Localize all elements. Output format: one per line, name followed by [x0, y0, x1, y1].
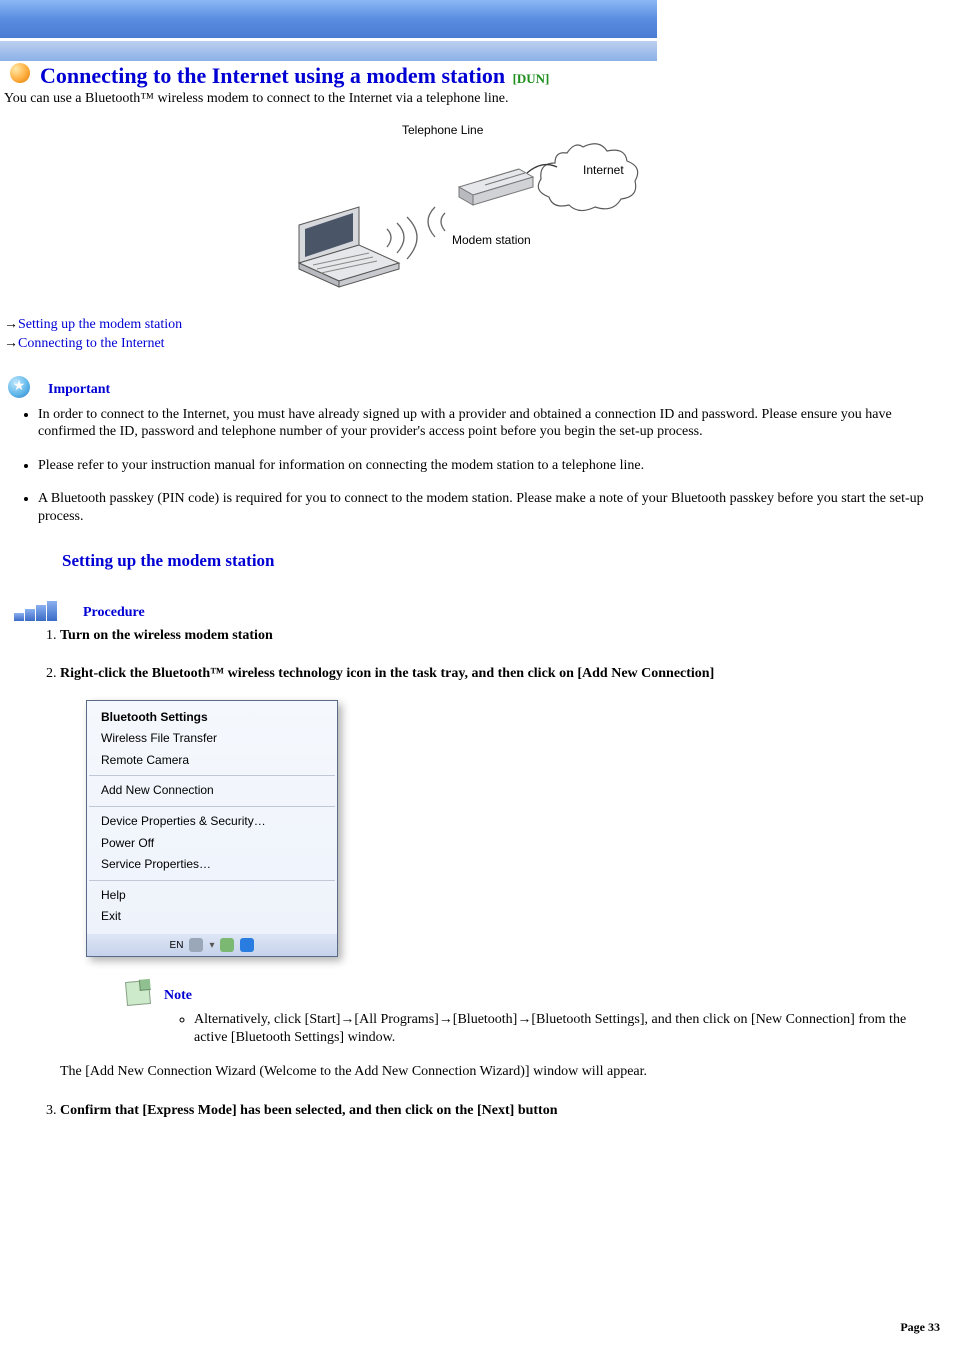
menu-item[interactable]: Power Off [87, 833, 337, 855]
menu-separator [89, 775, 335, 776]
menu-item[interactable]: Device Properties & Security… [87, 811, 337, 833]
menu-item[interactable]: Add New Connection [87, 780, 337, 802]
step-text: Turn on the wireless modem station [60, 628, 273, 643]
diagram-svg [287, 125, 667, 300]
arrow-icon: → [4, 317, 18, 332]
bluetooth-tray-icon[interactable] [240, 938, 254, 952]
context-menu: Bluetooth SettingsWireless File Transfer… [86, 700, 338, 957]
tray-arrow-icon: ▾ [209, 939, 214, 952]
quick-link-2[interactable]: →Connecting to the Internet [4, 335, 954, 354]
important-label: Important [48, 382, 110, 398]
arrow-icon: → [4, 336, 18, 351]
note-block: Note Alternatively, click [Start]→[All P… [126, 981, 944, 1047]
procedure-list: Turn on the wireless modem station Right… [40, 627, 944, 1119]
important-item: Please refer to your instruction manual … [38, 457, 944, 475]
tray-lang: EN [170, 939, 184, 952]
important-list: In order to connect to the Internet, you… [18, 406, 944, 526]
page-title: Connecting to the Internet using a modem… [40, 63, 505, 88]
procedure-step: Right-click the Bluetooth™ wireless tech… [60, 665, 944, 1081]
tray-icon [189, 938, 203, 952]
page-subtitle: [DUN] [513, 71, 550, 86]
menu-item[interactable]: Help [87, 885, 337, 907]
section-title: Setting up the modem station [62, 551, 954, 571]
note-item: Alternatively, click [Start]→[All Progra… [194, 1011, 926, 1047]
menu-inner: Bluetooth SettingsWireless File Transfer… [87, 701, 337, 934]
tray-icon [220, 938, 234, 952]
modem-icon [459, 169, 533, 205]
step-text: Right-click the Bluetooth™ wireless tech… [60, 666, 714, 681]
procedure-header: Procedure [14, 601, 954, 621]
procedure-label: Procedure [83, 605, 145, 621]
procedure-step: Confirm that [Express Mode] has been sel… [60, 1102, 944, 1120]
note-list: Alternatively, click [Start]→[All Progra… [170, 1011, 926, 1047]
note-label: Note [164, 987, 192, 1005]
procedure-step: Turn on the wireless modem station [60, 627, 944, 645]
note-icon [125, 980, 151, 1006]
sub-banner [0, 41, 657, 61]
menu-item[interactable]: Bluetooth Settings [87, 707, 337, 729]
link-connect-internet[interactable]: Connecting to the Internet [18, 336, 165, 351]
label-telephone-line: Telephone Line [402, 123, 483, 137]
menu-item[interactable]: Wireless File Transfer [87, 728, 337, 750]
menu-item[interactable]: Service Properties… [87, 854, 337, 876]
title-row: Connecting to the Internet using a modem… [10, 63, 954, 89]
menu-item[interactable]: Remote Camera [87, 750, 337, 772]
page-footer: Page 33 [900, 1320, 940, 1335]
radio-arcs-icon [387, 207, 445, 259]
intro-text: You can use a Bluetooth™ wireless modem … [4, 91, 954, 107]
cloud-icon [538, 144, 637, 211]
top-banner [0, 0, 657, 38]
important-item: A Bluetooth passkey (PIN code) is requir… [38, 490, 944, 525]
step-text: Confirm that [Express Mode] has been sel… [60, 1103, 558, 1118]
diagram: Telephone Line Internet Modem station [287, 125, 667, 300]
important-item: In order to connect to the Internet, you… [38, 406, 944, 441]
stairs-icon [14, 601, 57, 621]
menu-separator [89, 806, 335, 807]
quick-link-1[interactable]: →Setting up the modem station [4, 316, 954, 335]
important-header: Important [8, 376, 954, 398]
label-modem-station: Modem station [452, 233, 531, 247]
menu-taskbar: EN ▾ [87, 934, 337, 956]
link-setup-modem[interactable]: Setting up the modem station [18, 317, 182, 332]
laptop-icon [299, 207, 399, 287]
menu-separator [89, 880, 335, 881]
ball-icon [10, 63, 30, 83]
label-internet: Internet [583, 163, 624, 177]
star-icon [8, 376, 30, 398]
menu-item[interactable]: Exit [87, 906, 337, 928]
after-note-text: The [Add New Connection Wizard (Welcome … [60, 1063, 934, 1081]
